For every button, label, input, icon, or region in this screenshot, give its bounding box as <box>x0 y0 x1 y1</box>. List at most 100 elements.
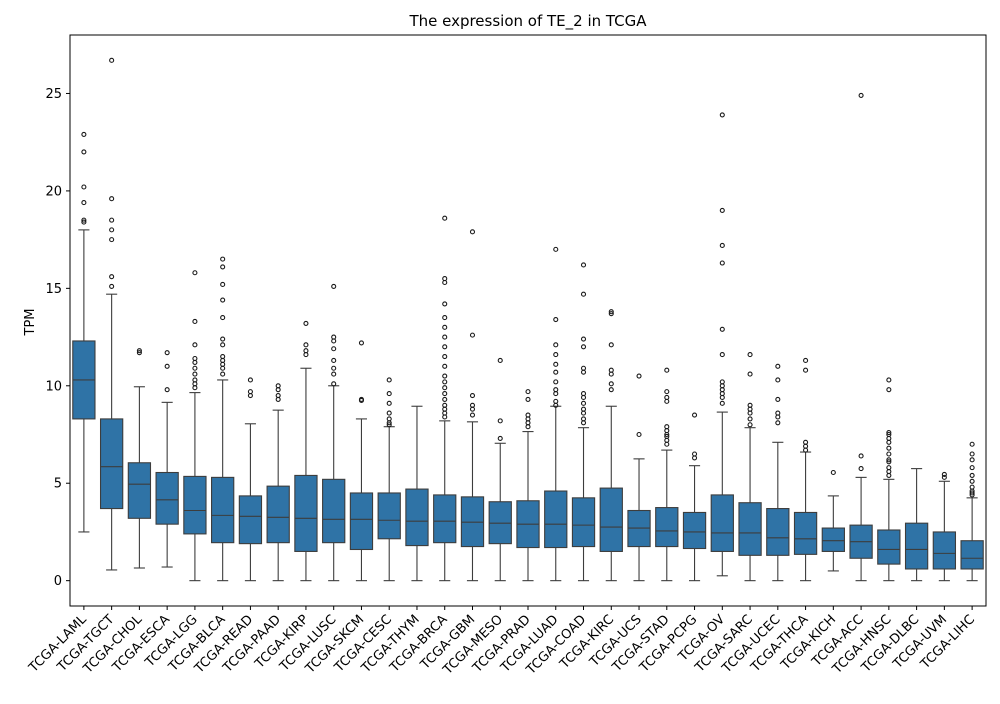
outlier-point <box>580 416 587 422</box>
outlier-point <box>220 297 226 303</box>
outlier-point <box>886 465 892 471</box>
outlier-point <box>220 315 226 321</box>
outlier-point <box>664 433 670 440</box>
outlier-point <box>886 430 892 436</box>
outlier-point <box>220 336 226 342</box>
outlier-point <box>303 320 309 326</box>
y-tick-label: 25 <box>45 87 62 102</box>
outlier-point <box>358 340 365 346</box>
outlier-point <box>886 457 892 463</box>
outlier-point <box>803 357 809 364</box>
outlier-point <box>469 332 476 338</box>
outlier-point <box>969 451 975 457</box>
outlier-point <box>442 363 448 369</box>
outlier-point <box>664 389 670 395</box>
outlier-point <box>553 369 559 375</box>
outlier-point <box>580 344 587 350</box>
outlier-point <box>442 301 448 307</box>
outlier-point <box>109 274 115 280</box>
y-tick-label: 20 <box>45 184 62 199</box>
outlier-point <box>747 416 753 422</box>
outlier-point <box>553 398 559 404</box>
outlier-point <box>247 377 253 383</box>
outlier-point <box>747 352 753 358</box>
outlier-point <box>442 215 448 221</box>
outlier-point <box>886 459 892 465</box>
outlier-point <box>192 355 198 362</box>
outlier-point <box>580 400 587 406</box>
outlier-point <box>747 402 753 408</box>
outlier-point <box>525 396 531 402</box>
outlier-point <box>109 196 115 202</box>
outlier-point <box>664 424 670 430</box>
outlier-point <box>719 352 725 358</box>
outlier-point <box>109 217 115 223</box>
box <box>322 478 346 544</box>
outlier-point <box>109 57 115 63</box>
outlier-point <box>858 92 864 98</box>
outlier-point <box>442 402 448 408</box>
outlier-point <box>81 200 87 206</box>
outlier-point <box>386 422 392 428</box>
outlier-point <box>553 387 559 393</box>
outlier-point <box>192 371 198 377</box>
outlier-point <box>386 391 392 397</box>
outlier-point <box>442 391 448 397</box>
outlier-point <box>469 229 476 235</box>
box <box>793 511 818 555</box>
outlier-point <box>331 365 337 371</box>
box <box>655 507 679 548</box>
outlier-point <box>220 371 226 377</box>
outlier-point <box>386 400 392 406</box>
outlier-point <box>719 400 725 406</box>
box <box>932 531 957 570</box>
outlier-point <box>442 354 448 360</box>
outlier-point <box>469 392 476 399</box>
outlier-point <box>608 309 614 315</box>
outlier-point <box>886 451 892 457</box>
outlier-point <box>303 342 309 348</box>
outlier-point <box>81 217 87 223</box>
outlier-point <box>719 207 725 213</box>
outlier-point <box>497 418 503 424</box>
outlier-point <box>386 416 392 422</box>
outlier-point <box>442 324 448 330</box>
outlier-point <box>497 357 503 364</box>
box <box>377 492 401 540</box>
outlier-point <box>858 453 864 459</box>
outlier-point <box>553 361 559 367</box>
box <box>211 476 235 544</box>
outlier-point <box>969 457 975 463</box>
outlier-point <box>525 412 531 418</box>
box <box>294 474 318 552</box>
outlier-point <box>220 342 226 348</box>
outlier-point <box>719 242 725 249</box>
outlier-point <box>775 410 781 416</box>
outlier-point <box>969 490 975 496</box>
outlier-point <box>691 451 698 457</box>
outlier-point <box>81 219 87 225</box>
outlier-point <box>969 484 975 490</box>
outlier-point <box>386 377 392 383</box>
outlier-point <box>386 410 392 416</box>
box <box>155 471 179 525</box>
outlier-point <box>497 435 503 441</box>
outlier-point <box>442 379 448 385</box>
outlier-point <box>442 276 448 282</box>
box <box>127 462 152 519</box>
outlier-point <box>580 365 587 371</box>
outlier-point <box>969 465 975 471</box>
outlier-point <box>164 350 170 356</box>
outlier-point <box>636 431 642 438</box>
outlier-point <box>275 392 281 399</box>
outlier-point <box>803 439 809 445</box>
outlier-point <box>525 389 531 395</box>
box <box>877 529 901 565</box>
outlier-point <box>886 431 892 438</box>
outlier-point <box>775 363 781 369</box>
y-tick-label: 15 <box>45 282 62 297</box>
outlier-point <box>580 336 587 342</box>
outlier-point <box>331 283 337 289</box>
